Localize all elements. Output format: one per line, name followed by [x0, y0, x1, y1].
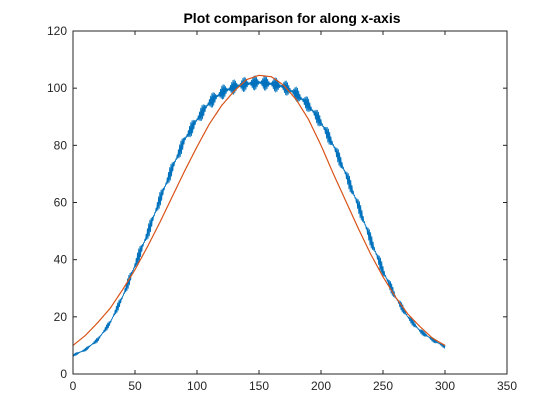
x-tick-label: 100 — [187, 379, 207, 393]
axes: 0 50 100 150 200 250 300 350 0 20 40 60 80 100 120 — [47, 24, 517, 393]
series-line-1 — [72, 75, 446, 357]
axes-frame — [72, 30, 508, 375]
y-tick-label: 80 — [54, 138, 68, 152]
y-tick-label: 20 — [54, 310, 68, 324]
chart-title: Plot comparison for along x-axis — [183, 10, 400, 26]
y-tick-label: 120 — [47, 24, 67, 38]
x-tick-label: 250 — [373, 379, 393, 393]
plot-frame — [72, 30, 508, 375]
y-tick-label: 40 — [54, 253, 68, 267]
x-tick-label: 300 — [435, 379, 455, 393]
x-tick-label: 200 — [311, 379, 331, 393]
series-layer — [72, 74, 446, 357]
y-tick-label: 0 — [60, 367, 67, 381]
x-tick-label: 350 — [497, 379, 517, 393]
x-tick-label: 150 — [249, 379, 269, 393]
x-tick-label: 0 — [70, 379, 77, 393]
x-tick-label: 50 — [128, 379, 142, 393]
series-line-2 — [72, 74, 446, 346]
y-tick-label: 100 — [47, 81, 67, 95]
y-tick-label: 60 — [54, 196, 68, 210]
